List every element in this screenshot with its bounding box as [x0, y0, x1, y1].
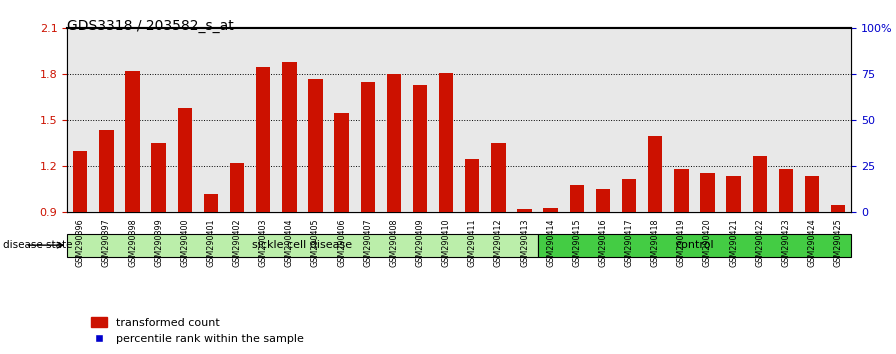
Point: [125, 44, 140, 50]
Bar: [99, 130, 114, 212]
Text: control: control: [675, 240, 714, 250]
Bar: [413, 85, 427, 212]
Point: [622, 75, 636, 81]
Point: [387, 40, 401, 46]
Bar: [701, 172, 715, 212]
Point: [99, 47, 114, 53]
Bar: [465, 159, 479, 212]
Bar: [73, 151, 88, 212]
Point: [701, 72, 715, 77]
Bar: [538, 234, 851, 257]
Point: [360, 42, 375, 48]
Point: [648, 62, 662, 68]
Bar: [674, 170, 688, 212]
Bar: [544, 208, 558, 212]
Point: [674, 66, 688, 72]
Point: [831, 84, 845, 90]
Point: [779, 64, 793, 70]
Point: [177, 47, 192, 53]
Point: [805, 66, 819, 72]
Bar: [727, 176, 741, 212]
Point: [203, 62, 218, 68]
Point: [491, 72, 505, 77]
Text: sickle cell disease: sickle cell disease: [253, 240, 352, 250]
Bar: [570, 185, 584, 212]
Point: [256, 35, 271, 40]
Bar: [151, 143, 166, 212]
Point: [727, 68, 741, 74]
Bar: [387, 74, 401, 212]
Point: [413, 44, 427, 50]
Bar: [596, 189, 610, 212]
Text: disease state: disease state: [3, 240, 73, 250]
Bar: [256, 67, 271, 212]
Bar: [282, 62, 297, 212]
Point: [570, 86, 584, 92]
Point: [334, 46, 349, 51]
Point: [544, 72, 558, 77]
Legend: transformed count, percentile rank within the sample: transformed count, percentile rank withi…: [86, 313, 308, 348]
Point: [517, 77, 531, 83]
Bar: [125, 71, 140, 212]
Bar: [67, 234, 538, 257]
Bar: [779, 170, 793, 212]
Point: [73, 53, 88, 59]
Bar: [648, 136, 662, 212]
Point: [282, 33, 297, 39]
Bar: [517, 209, 531, 212]
Bar: [622, 179, 636, 212]
Bar: [753, 156, 767, 212]
Point: [230, 57, 245, 62]
Point: [439, 38, 453, 44]
Bar: [439, 73, 453, 212]
Text: GDS3318 / 203582_s_at: GDS3318 / 203582_s_at: [67, 19, 234, 34]
Bar: [203, 194, 218, 212]
Bar: [177, 108, 192, 212]
Bar: [805, 176, 819, 212]
Bar: [308, 79, 323, 212]
Point: [308, 44, 323, 50]
Bar: [334, 113, 349, 212]
Point: [465, 47, 479, 53]
Point: [596, 84, 610, 90]
Bar: [831, 205, 845, 212]
Bar: [230, 163, 245, 212]
Point: [753, 77, 767, 83]
Bar: [491, 143, 505, 212]
Point: [151, 51, 166, 57]
Bar: [360, 82, 375, 212]
